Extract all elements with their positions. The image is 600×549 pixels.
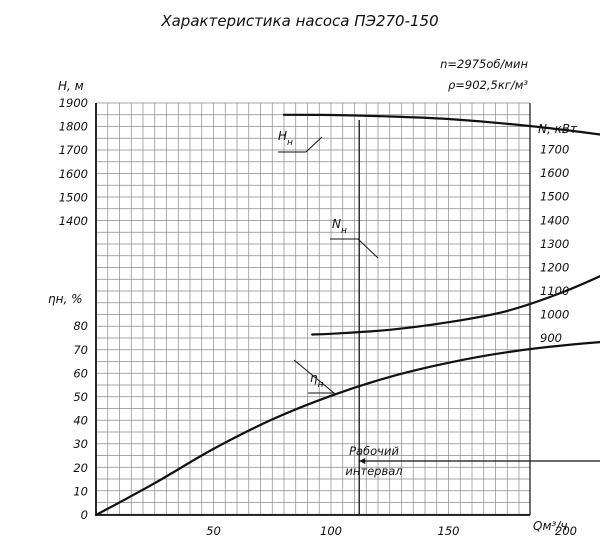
grid — [95, 102, 530, 515]
efficiency-tick-label: 80 — [73, 319, 88, 333]
head-curve — [282, 113, 600, 136]
head-tick-label: 1700 — [59, 143, 88, 157]
x-tick-label: 50 — [206, 524, 221, 538]
interval-label-line1: Рабочий — [349, 444, 399, 458]
label-leader-line — [278, 136, 323, 153]
label-leader-line — [330, 238, 379, 259]
efficiency-axis-label: ηн, % — [48, 292, 82, 306]
power-tick-label: 1600 — [540, 166, 569, 180]
efficiency-curve-label: ηн — [310, 371, 324, 390]
head-tick-label: 1400 — [59, 214, 88, 228]
x-tick-label: 150 — [438, 524, 460, 538]
interval-arrow-left — [359, 458, 366, 464]
tick-labels: 5010015020025030035019001800170016001500… — [59, 96, 577, 538]
head-tick-label: 1900 — [59, 96, 88, 110]
interval-label-line2: интервал — [345, 464, 403, 478]
power-curve — [311, 275, 600, 336]
chart-title: Характеристика насоса ПЭ270-150 — [160, 12, 438, 30]
efficiency-tick-label: 0 — [81, 508, 88, 522]
efficiency-tick-label: 60 — [73, 366, 88, 380]
power-tick-label: 1500 — [540, 190, 569, 204]
power-axis-label: N, кВт — [538, 122, 578, 136]
power-curve-label: Nн — [332, 217, 347, 236]
power-tick-label: 1100 — [540, 284, 569, 298]
efficiency-tick-label: 10 — [73, 484, 88, 498]
efficiency-tick-label: 30 — [73, 437, 88, 451]
speed-annotation: n=2975об/мин — [440, 57, 528, 71]
power-tick-label: 1200 — [540, 260, 569, 274]
density-annotation: ρ=902,5кг/м³ — [448, 78, 528, 92]
label-leader-line — [293, 359, 336, 394]
x-axis-label: Qм³/ч — [533, 519, 567, 533]
chart-labels: Характеристика насоса ПЭ270-150 n=2975об… — [48, 12, 578, 533]
x-tick-label: 100 — [320, 524, 342, 538]
power-tick-label: 1700 — [540, 143, 569, 157]
power-tick-label: 1400 — [540, 213, 569, 227]
head-axis-label: H, м — [58, 79, 84, 93]
power-tick-label: 1300 — [540, 237, 569, 251]
efficiency-tick-label: 70 — [73, 343, 88, 357]
head-curve-label: Hн — [278, 129, 293, 148]
efficiency-tick-label: 40 — [73, 414, 88, 428]
efficiency-tick-label: 20 — [73, 461, 88, 475]
head-tick-label: 1600 — [59, 167, 88, 181]
x-tick-label: 200 — [555, 524, 577, 538]
curve-label-leaders: Hн Nн ηн — [278, 129, 379, 394]
power-tick-label: 1000 — [540, 307, 569, 321]
power-tick-label: 900 — [540, 331, 562, 345]
head-tick-label: 1500 — [59, 190, 88, 204]
curves — [94, 113, 600, 517]
head-tick-label: 1800 — [59, 120, 88, 134]
efficiency-tick-label: 50 — [73, 390, 88, 404]
efficiency-curve — [94, 341, 600, 517]
